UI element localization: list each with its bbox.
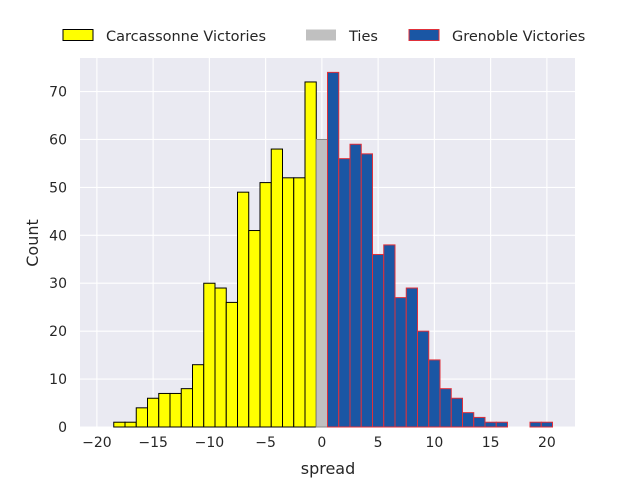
bar-carcassonne-victories: [304, 81, 317, 428]
bar-carcassonne-victories: [135, 407, 148, 428]
legend-swatch-carcassonne-victories: [62, 29, 94, 41]
bar-grenoble-victories: [383, 244, 396, 428]
x-axis-label: spread: [301, 459, 356, 478]
bar-grenoble-victories: [349, 143, 362, 428]
x-tick-label: 0: [317, 435, 326, 451]
legend-swatch-grenoble-victories: [408, 29, 440, 41]
bar-carcassonne-victories: [158, 392, 171, 428]
bar-carcassonne-victories: [124, 421, 137, 428]
legend-label-grenoble-victories: Grenoble Victories: [452, 29, 585, 45]
y-tick-label: 30: [49, 276, 67, 292]
bar-grenoble-victories: [529, 421, 542, 428]
bar-carcassonne-victories: [214, 287, 227, 428]
bar-carcassonne-victories: [180, 388, 193, 428]
bar-grenoble-victories: [428, 359, 441, 428]
legend-label-carcassonne-victories: Carcassonne Victories: [106, 29, 266, 45]
x-tick-label: −20: [82, 435, 112, 451]
x-tick-label: −5: [255, 435, 276, 451]
x-tick-label: 5: [374, 435, 383, 451]
x-tick-label: −15: [138, 435, 168, 451]
bar-grenoble-victories: [462, 412, 475, 428]
bar-carcassonne-victories: [225, 301, 238, 428]
bar-grenoble-victories: [540, 421, 553, 428]
bar-grenoble-victories: [394, 297, 407, 428]
bar-grenoble-victories: [360, 153, 373, 428]
bar-carcassonne-victories: [259, 182, 272, 428]
y-axis-ticks: 0 10 20 30 40 50 60 70: [49, 85, 67, 436]
y-tick-label: 0: [58, 420, 67, 436]
bar-carcassonne-victories: [248, 230, 261, 428]
bar-carcassonne-victories: [169, 392, 182, 428]
bar-carcassonne-victories: [147, 397, 160, 428]
bar-grenoble-victories: [484, 421, 497, 428]
bar-grenoble-victories: [372, 253, 385, 428]
bar-carcassonne-victories: [237, 191, 250, 428]
y-axis-label: Count: [23, 219, 42, 267]
bar-carcassonne-victories: [293, 177, 306, 428]
y-tick-label: 70: [49, 85, 67, 101]
x-tick-label: 10: [425, 435, 443, 451]
bar-carcassonne-victories: [203, 282, 216, 428]
bar-ties: [315, 138, 328, 428]
x-tick-label: −10: [195, 435, 225, 451]
bar-carcassonne-victories: [192, 364, 205, 428]
histogram-bars: [113, 71, 553, 428]
bar-grenoble-victories: [338, 158, 351, 428]
bar-grenoble-victories: [417, 330, 430, 428]
y-tick-label: 40: [49, 228, 67, 244]
bar-grenoble-victories: [405, 287, 418, 428]
legend: Carcassonne Victories Ties Grenoble Victor…: [62, 29, 585, 45]
bar-grenoble-victories: [473, 416, 486, 428]
bar-grenoble-victories: [327, 71, 340, 428]
bar-grenoble-victories: [450, 397, 463, 428]
x-axis-ticks: −20 −15 −10 −5 0 5 10 15 20: [82, 435, 556, 451]
x-tick-label: 20: [538, 435, 556, 451]
x-tick-label: 15: [482, 435, 500, 451]
bar-carcassonne-victories: [113, 421, 126, 428]
y-tick-label: 10: [49, 372, 67, 388]
legend-swatch-ties: [306, 29, 336, 41]
legend-label-ties: Ties: [348, 29, 378, 45]
y-tick-label: 50: [49, 180, 67, 196]
y-tick-label: 60: [49, 132, 67, 148]
bar-carcassonne-victories: [270, 148, 283, 428]
bar-carcassonne-victories: [282, 177, 295, 428]
bar-grenoble-victories: [495, 421, 508, 428]
y-tick-label: 20: [49, 324, 67, 340]
bar-grenoble-victories: [439, 388, 452, 428]
